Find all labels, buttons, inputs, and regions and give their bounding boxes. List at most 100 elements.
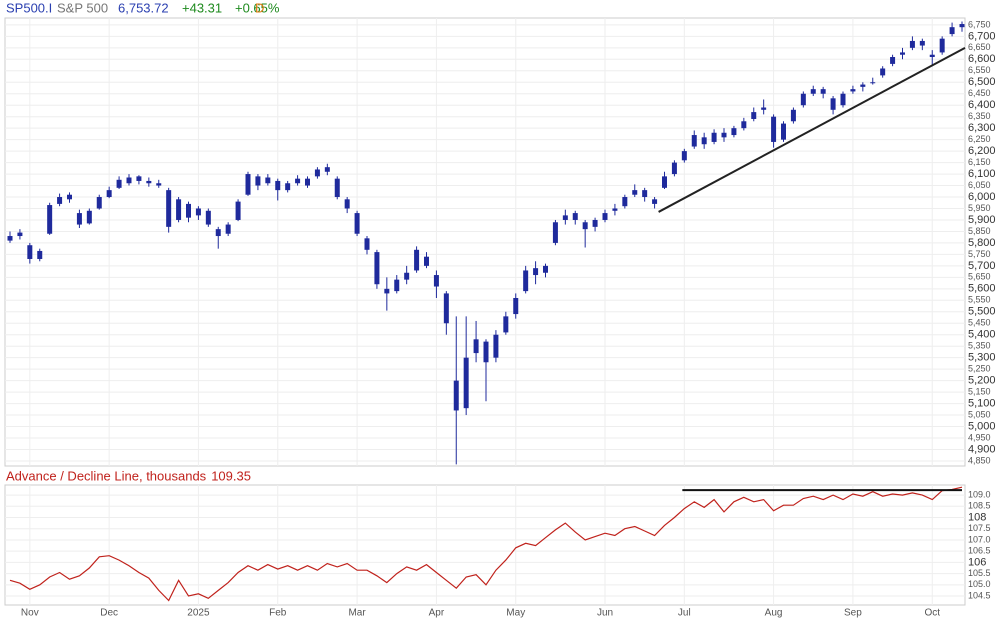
y-tick-label: 107.5 — [968, 523, 991, 533]
candle-body — [473, 339, 479, 354]
x-tick-label: Mar — [348, 608, 366, 619]
y-tick-label: 5,750 — [968, 249, 991, 259]
x-tick-label: Nov — [21, 608, 39, 619]
candle-body — [57, 197, 63, 204]
candle-body — [47, 205, 53, 234]
y-tick-label: 5,550 — [968, 295, 991, 305]
candle-body — [860, 84, 866, 87]
y-tick-label: 5,800 — [968, 237, 996, 249]
candle-body — [255, 176, 261, 186]
interval[interactable]: D — [255, 0, 264, 15]
candle-body — [7, 236, 13, 241]
candle-body — [394, 279, 400, 292]
candle-body — [721, 132, 727, 138]
candle-body — [295, 178, 301, 184]
candle-body — [176, 199, 182, 220]
candle-body — [810, 89, 816, 94]
y-tick-label: 5,700 — [968, 260, 996, 272]
candle-body — [67, 194, 72, 200]
y-tick-label: 105.0 — [968, 579, 991, 589]
candle-body — [800, 93, 806, 106]
candle-body — [562, 215, 568, 220]
y-tick-label: 4,850 — [968, 455, 991, 465]
candle-body — [314, 169, 320, 177]
y-tick-label: 6,200 — [968, 145, 996, 157]
candle-body — [790, 109, 796, 122]
candle-body — [265, 177, 271, 184]
y-tick-label: 6,050 — [968, 180, 991, 190]
y-tick-label: 5,850 — [968, 226, 991, 236]
price-panel — [4, 17, 966, 467]
y-tick-label: 6,000 — [968, 191, 996, 203]
y-tick-label: 6,700 — [968, 30, 996, 42]
y-tick-label: 5,350 — [968, 341, 991, 351]
y-tick-label: 6,150 — [968, 157, 991, 167]
y-tick-label: 5,600 — [968, 283, 996, 295]
candle-body — [215, 229, 221, 237]
candle-body — [156, 183, 162, 186]
candle-body — [404, 272, 410, 280]
last-price: 6,753.72 — [118, 0, 169, 15]
candle-body — [830, 98, 836, 110]
candle-body — [711, 132, 717, 142]
change-percent: +0.65% — [235, 0, 280, 15]
y-tick-label: 6,650 — [968, 42, 991, 52]
candle-body — [443, 293, 449, 324]
candle-body — [116, 179, 122, 188]
candle-body — [880, 68, 886, 76]
x-tick-label: Sep — [844, 608, 862, 619]
candle-body — [374, 252, 380, 285]
symbol[interactable]: SP500.I — [6, 0, 52, 15]
candle-body — [86, 210, 92, 224]
candle-body — [463, 357, 469, 409]
candle-body — [453, 380, 459, 411]
y-tick-label: 5,100 — [968, 397, 996, 409]
x-tick-label: Aug — [765, 608, 783, 619]
candle-body — [37, 250, 43, 259]
candle-body — [513, 298, 519, 315]
candle-body — [17, 232, 23, 237]
y-tick-label: 5,150 — [968, 386, 991, 396]
instrument-name: S&P 500 — [57, 0, 108, 15]
candle-body — [741, 121, 747, 129]
ad-line — [9, 486, 963, 602]
y-tick-label: 5,300 — [968, 352, 996, 364]
candle-body — [622, 197, 628, 207]
trend-line — [658, 46, 966, 213]
candle-body — [662, 176, 667, 188]
candle-body — [632, 190, 638, 195]
candle-body — [96, 197, 102, 209]
candle-body — [235, 201, 241, 220]
candle-body — [582, 222, 588, 230]
x-tick-label: Jul — [678, 608, 691, 619]
x-tick-label: 2025 — [187, 608, 210, 619]
candle-body — [642, 190, 648, 198]
y-tick-label: 6,600 — [968, 53, 996, 65]
y-tick-label: 109.0 — [968, 489, 991, 499]
candle-body — [592, 219, 598, 227]
candle-body — [840, 93, 846, 106]
x-tick-label: Apr — [429, 608, 445, 619]
candle-body — [900, 52, 905, 55]
candle-body — [671, 162, 677, 175]
candle-body — [572, 213, 578, 220]
candle-body — [701, 137, 707, 145]
candle-body — [503, 316, 509, 333]
candle-body — [424, 256, 429, 266]
y-tick-label: 5,400 — [968, 329, 996, 341]
y-tick-label: 5,950 — [968, 203, 991, 213]
y-tick-label: 5,000 — [968, 420, 996, 432]
candle-body — [285, 183, 291, 191]
candle-body — [939, 38, 945, 53]
candle-body — [186, 203, 191, 218]
candle-body — [245, 174, 251, 195]
candle-body — [761, 107, 767, 110]
candle-body — [850, 89, 856, 92]
y-tick-label: 5,250 — [968, 364, 991, 374]
y-tick-label: 6,500 — [968, 76, 996, 88]
x-tick-label: Oct — [924, 608, 940, 619]
y-tick-label: 6,100 — [968, 168, 996, 180]
y-tick-label: 4,950 — [968, 432, 991, 442]
